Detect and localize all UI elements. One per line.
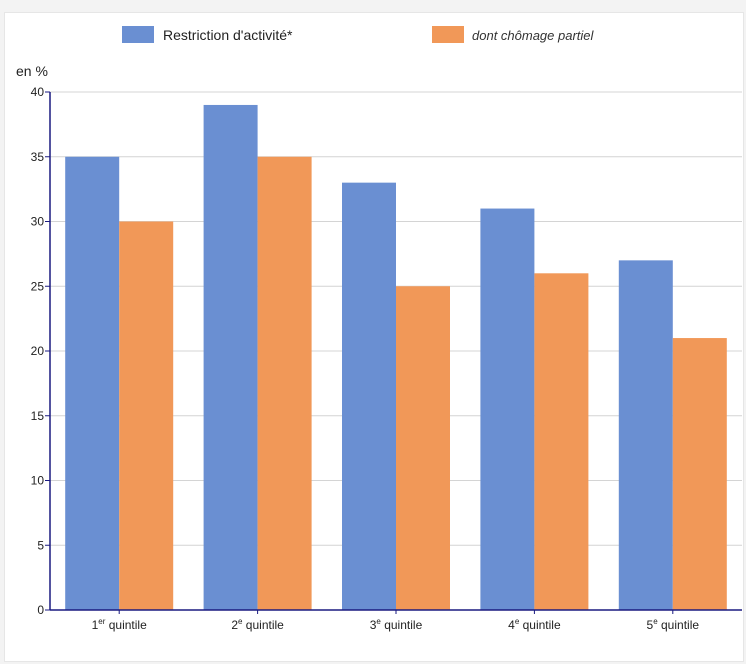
x-tick-label-4: 4e quintile xyxy=(508,617,561,632)
x-axis-ticks: 1er quintile 2e quintile 3e quintile 4e qui… xyxy=(92,610,700,632)
x-tick-label-3: 3e quintile xyxy=(370,617,423,632)
y-tick-label-20: 20 xyxy=(31,344,45,358)
legend-label-restriction: Restriction d'activité* xyxy=(163,27,293,43)
y-tick-label-0: 0 xyxy=(37,603,44,617)
y-tick-label-30: 30 xyxy=(31,215,45,229)
y-axis-unit-label: en % xyxy=(16,63,48,79)
bar-restriction-4 xyxy=(480,208,535,611)
bar-restriction-2 xyxy=(203,104,258,610)
y-tick-label-25: 25 xyxy=(31,279,45,293)
bar-chomage-1 xyxy=(119,221,174,610)
y-tick-label-40: 40 xyxy=(31,85,45,99)
bar-restriction-5 xyxy=(618,260,673,610)
bar-restriction-1 xyxy=(65,156,120,610)
bar-chomage-4 xyxy=(534,273,589,610)
legend-swatch-restriction xyxy=(122,26,154,43)
bar-chomage-2 xyxy=(257,156,312,610)
x-tick-label-1: 1er quintile xyxy=(92,617,148,632)
y-tick-label-35: 35 xyxy=(31,150,45,164)
legend-swatch-chomage xyxy=(432,26,464,43)
legend: Restriction d'activité* dont chômage par… xyxy=(122,26,595,43)
y-tick-label-10: 10 xyxy=(31,474,45,488)
y-tick-label-5: 5 xyxy=(37,538,44,552)
legend-label-chomage: dont chômage partiel xyxy=(472,28,595,43)
bar-restriction-3 xyxy=(342,182,396,610)
x-tick-label-2: 2e quintile xyxy=(231,617,284,632)
bar-chomage-5 xyxy=(672,338,727,610)
x-tick-label-5: 5e quintile xyxy=(647,617,700,632)
bars xyxy=(65,104,727,611)
bar-chomage-3 xyxy=(396,286,450,610)
y-tick-label-15: 15 xyxy=(31,409,45,423)
y-axis-ticks: 0 5 10 15 20 25 30 35 40 xyxy=(31,85,50,617)
